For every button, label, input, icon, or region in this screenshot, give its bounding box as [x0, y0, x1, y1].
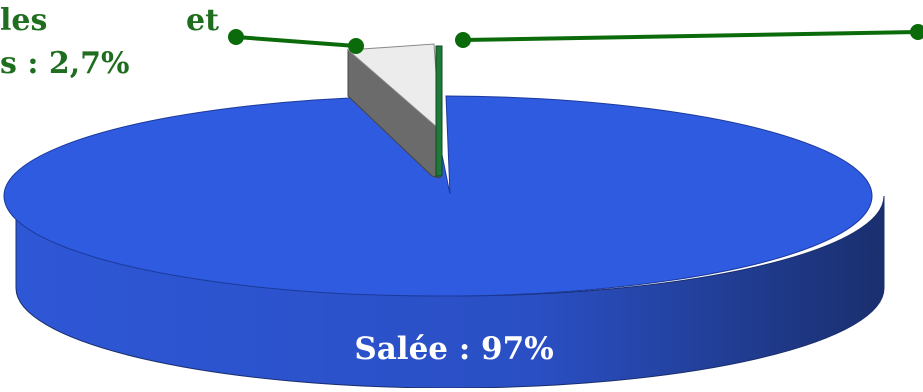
leader-dot-right-inner [455, 32, 471, 48]
salee-slice [3, 95, 873, 297]
leader-line-left [235, 35, 357, 48]
leader-dot-left-inner [348, 38, 364, 54]
leader-dot-left-outer [228, 29, 244, 45]
leader-dot-right-outer [910, 24, 923, 40]
leader-line-right [462, 30, 919, 42]
salee-data-label: Salée : 97% [354, 331, 553, 367]
green-slice-label-et: et [186, 3, 219, 38]
green-slice [435, 45, 443, 177]
grey-slice-label-value: s : 2,7% [0, 46, 130, 81]
grey-slice-label-top: les [0, 3, 47, 38]
